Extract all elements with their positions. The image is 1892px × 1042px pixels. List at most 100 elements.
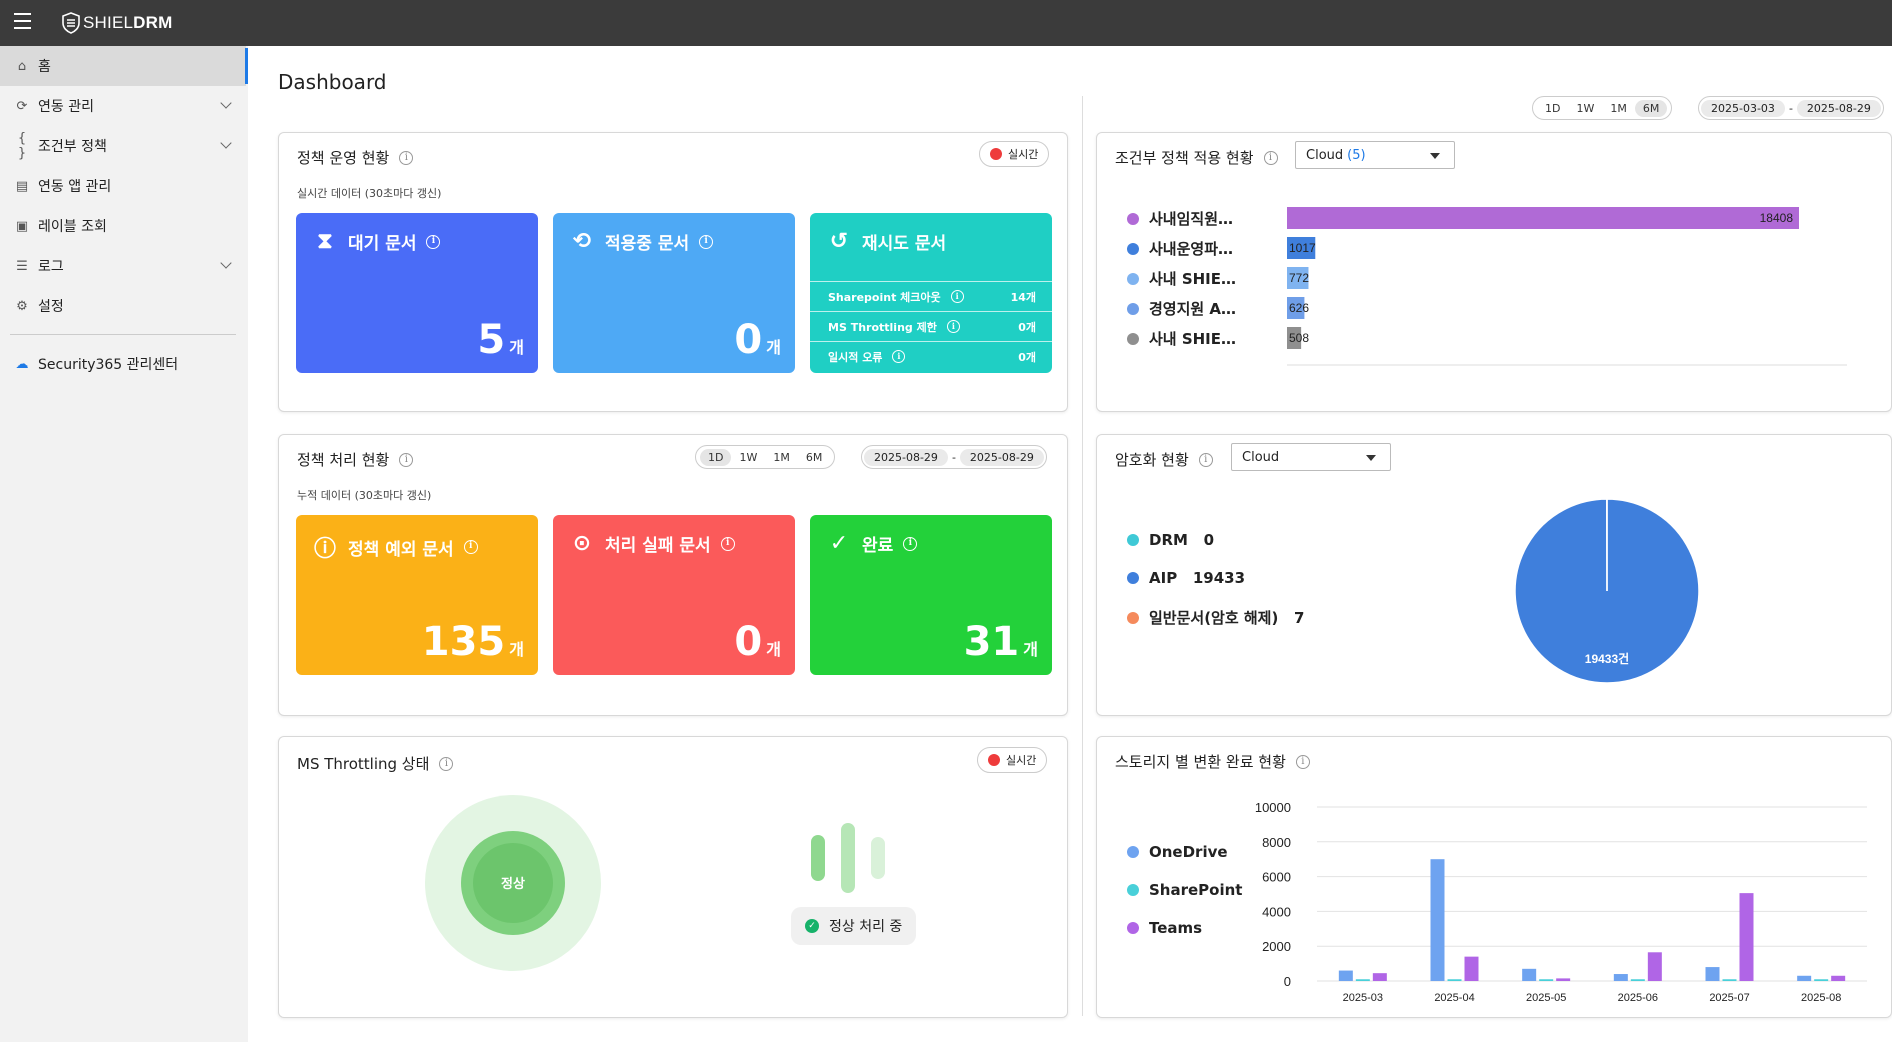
period-1m[interactable]: 1M <box>1610 101 1627 115</box>
info-icon[interactable]: i <box>439 756 454 771</box>
sidebar-item-home[interactable]: ⌂ 홈 <box>0 46 248 86</box>
bar <box>1447 979 1462 981</box>
info-icon[interactable]: i <box>1198 452 1213 467</box>
category-text: 사내 SHIE… <box>1149 270 1237 288</box>
tile-label: 대기 문서 <box>348 234 417 254</box>
x-tick-label: 2025-08 <box>1801 992 1841 1004</box>
sidebar-item-label: 연동 앱 관리 <box>38 179 112 195</box>
bar <box>1722 979 1737 981</box>
bar <box>1797 975 1812 981</box>
sidebar-item-label-lookup[interactable]: ▣ 레이블 조회 <box>0 206 246 246</box>
period-6m[interactable]: 6M <box>1634 99 1668 117</box>
info-icon[interactable]: i <box>720 536 735 551</box>
sidebar-item-label: 로그 <box>38 259 64 275</box>
throttling-state: 정상 <box>501 877 525 892</box>
legend-dot <box>1127 212 1139 225</box>
bar <box>1355 979 1370 981</box>
sidebar-item-security365[interactable]: ☁ Security365 관리센터 <box>0 344 246 384</box>
shield-logo-icon <box>62 12 80 34</box>
live-label: 실시간 <box>1006 754 1037 767</box>
period-1w[interactable]: 1W <box>1576 101 1595 115</box>
legend-dot <box>1127 242 1139 255</box>
select-value: Cloud <box>1242 449 1280 465</box>
bar-value-label: 772 <box>1289 271 1309 285</box>
tile-unit: 개 <box>509 338 524 357</box>
sidebar-item-app-management[interactable]: ▤ 연동 앱 관리 <box>0 166 246 206</box>
encryption-cloud-select[interactable]: Cloud <box>1231 443 1391 471</box>
sidebar-item-conditional-policy[interactable]: { } 조건부 정책 <box>0 126 246 166</box>
throttling-status-text: 정상 처리 중 <box>829 919 903 935</box>
braces-icon: { } <box>17 131 27 161</box>
period-1w[interactable]: 1W <box>739 450 758 464</box>
x-tick-label: 2025-03 <box>1343 992 1383 1004</box>
encryption-card: 암호화 현황 i Cloud DRM 0 AIP 19433 일반문서(암호 해… <box>1096 434 1892 716</box>
app-logo[interactable]: SHIEL DRM <box>62 10 172 36</box>
x-tick-label: 2025-04 <box>1434 992 1474 1004</box>
live-badge: 실시간 <box>979 141 1050 167</box>
tile-unit: 개 <box>766 338 781 357</box>
date-from-input[interactable]: 2025-08-29 <box>864 448 948 466</box>
legend-drm: DRM 0 <box>1127 531 1214 549</box>
period-1d[interactable]: 1D <box>700 448 732 466</box>
legend-name: OneDrive <box>1149 843 1228 861</box>
sidebar-item-integration[interactable]: ⟳ 연동 관리 <box>0 86 246 126</box>
sync-gear-icon: ⟲ <box>572 229 592 254</box>
y-tick-label: 0 <box>1284 974 1291 989</box>
tile-label: 재시도 문서 <box>862 234 947 254</box>
pie-slice-label: 19433건 <box>1585 651 1629 666</box>
info-icon[interactable]: i <box>1263 150 1278 165</box>
sidebar-item-label: Security365 관리센터 <box>38 357 179 373</box>
legend-name: Teams <box>1149 919 1203 937</box>
legend-dot <box>1127 884 1139 896</box>
throttling-status-pill: ✓ 정상 처리 중 <box>791 907 917 945</box>
sidebar-item-label: 조건부 정책 <box>38 139 107 155</box>
retry-docs-tile[interactable]: ↺ 재시도 문서 Sharepoint 체크아웃 i 14개 MS Throttli… <box>810 213 1052 373</box>
caret-down-icon <box>1366 455 1376 461</box>
cloud-icon: ☁ <box>15 356 29 372</box>
bar <box>1287 237 1316 259</box>
menu-icon[interactable] <box>14 13 31 29</box>
info-icon[interactable]: i <box>463 540 478 554</box>
label-icon: ▣ <box>15 218 29 234</box>
policy-ops-card: 정책 운영 현황 i 실시간 실시간 데이터 (30초마다 갱신) ⧗ 대기 문서… <box>278 132 1068 412</box>
category-text: 사내운영파… <box>1149 240 1234 258</box>
global-period-selector: 1D 1W 1M 6M <box>1532 96 1673 120</box>
storage-bar-chart: 10000 8000 6000 4000 2000 0 2025-03 2025-04 2025… <box>1255 800 1867 1004</box>
info-icon[interactable]: i <box>399 150 414 165</box>
info-icon[interactable]: i <box>1295 754 1310 769</box>
info-icon[interactable]: i <box>950 290 964 303</box>
exception-docs-tile[interactable]: ⓘ 정책 예외 문서 i 135 개 <box>296 515 538 675</box>
period-6m[interactable]: 6M <box>805 450 823 464</box>
date-from-input[interactable]: 2025-03-03 <box>1701 99 1785 117</box>
category-text: 경영지원 A… <box>1149 300 1237 318</box>
sidebar-item-settings[interactable]: ⚙ 설정 <box>0 286 246 326</box>
info-icon[interactable]: i <box>892 350 906 363</box>
legend-dot <box>1127 846 1139 858</box>
date-to-input[interactable]: 2025-08-29 <box>959 448 1044 466</box>
legend-name: AIP <box>1149 569 1178 587</box>
info-icon[interactable]: i <box>399 452 414 467</box>
info-icon[interactable]: i <box>426 234 441 249</box>
date-to-input[interactable]: 2025-08-29 <box>1796 99 1881 117</box>
retry-row-label: MS Throttling 제한 <box>828 320 937 334</box>
caret-down-icon <box>1430 153 1440 159</box>
bar-value-label: 508 <box>1289 331 1309 345</box>
legend-value: 19433 <box>1192 569 1246 587</box>
info-icon[interactable]: i <box>699 234 714 249</box>
legend-value: 0 <box>1203 531 1215 549</box>
policy-proc-card: 정책 처리 현황 i 1D 1W 1M 6M 2025-08-29 - 2025… <box>278 434 1068 716</box>
sidebar-item-log[interactable]: ☰ 로그 <box>0 246 246 286</box>
chevron-down-icon <box>220 97 232 109</box>
info-icon[interactable]: i <box>903 536 918 551</box>
card-title: 정책 처리 현황 i <box>297 449 414 470</box>
period-1d[interactable]: 1D <box>1545 101 1561 115</box>
done-docs-tile[interactable]: ✓ 완료 i 31 개 <box>810 515 1052 675</box>
y-tick-label: 2000 <box>1262 939 1291 954</box>
period-1m[interactable]: 1M <box>773 450 790 464</box>
info-icon[interactable]: i <box>946 320 960 333</box>
cloud-select[interactable]: Cloud (5) <box>1295 141 1455 169</box>
sync-icon: ⟳ <box>16 98 28 114</box>
